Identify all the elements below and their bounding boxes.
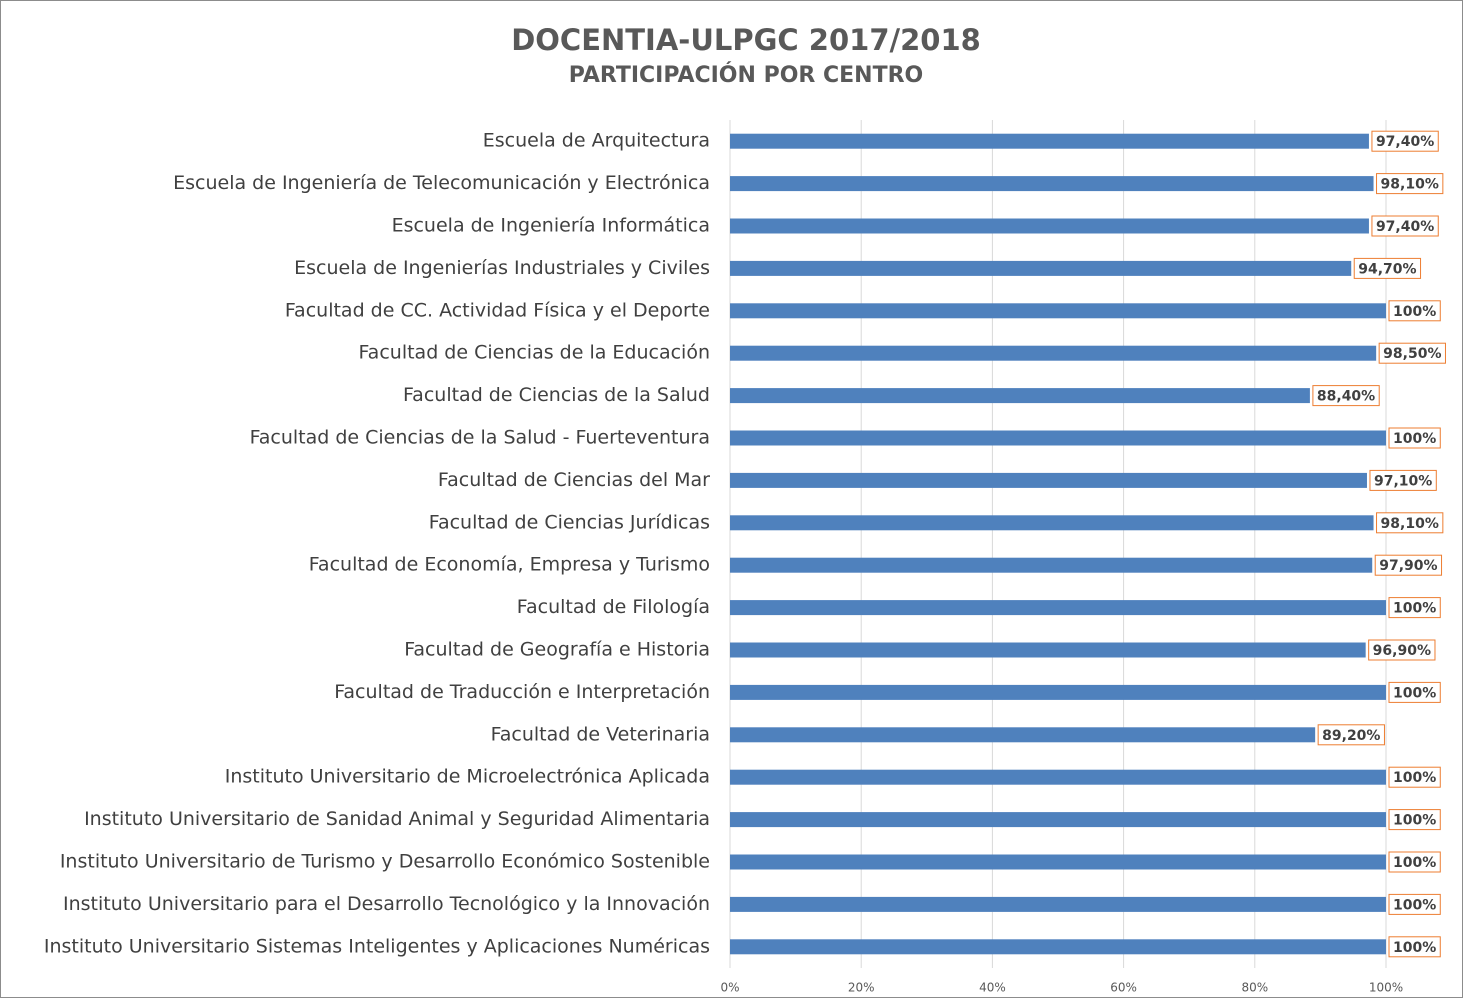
bar <box>730 176 1374 192</box>
data-label-box <box>1388 766 1441 788</box>
x-tick-label: 100% <box>1369 981 1403 995</box>
bar <box>730 939 1386 955</box>
bar <box>730 769 1386 785</box>
bar <box>730 472 1367 488</box>
y-tick-label: Facultad de Veterinaria <box>491 723 710 745</box>
data-label-box <box>1388 936 1441 958</box>
data-label: 100% <box>1393 685 1436 701</box>
bar <box>730 515 1374 531</box>
data-label-box <box>1388 851 1441 873</box>
bar <box>730 345 1377 361</box>
data-label: 98,50% <box>1383 346 1441 362</box>
data-label: 100% <box>1393 813 1436 829</box>
y-tick-label: Facultad de Ciencias Jurídicas <box>429 511 710 533</box>
data-label-box <box>1371 130 1439 152</box>
data-label-box <box>1388 597 1441 619</box>
bar <box>730 260 1352 276</box>
bar <box>730 303 1386 319</box>
data-label-box <box>1378 342 1446 364</box>
bar <box>730 896 1386 912</box>
bar <box>730 388 1310 404</box>
y-tick-label: Facultad de Traducción e Interpretación <box>334 681 710 703</box>
data-label: 100% <box>1393 770 1436 786</box>
data-label-box <box>1374 554 1443 576</box>
y-tick-label: Facultad de CC. Actividad Física y el De… <box>285 299 710 321</box>
data-label: 98,10% <box>1381 177 1439 193</box>
data-label: 97,10% <box>1374 473 1432 489</box>
y-tick-label: Escuela de Arquitectura <box>483 130 710 152</box>
x-tick-label: 60% <box>1110 981 1137 995</box>
x-tick-label: 40% <box>979 981 1006 995</box>
y-tick-label: Escuela de Ingeniería Informática <box>392 215 710 237</box>
y-tick-label: Instituto Universitario de Microelectrón… <box>225 766 710 788</box>
y-tick-label: Facultad de Filología <box>517 596 710 618</box>
data-label: 97,40% <box>1376 219 1434 235</box>
bar <box>730 854 1386 870</box>
data-label: 100% <box>1393 855 1436 871</box>
bar <box>730 642 1366 658</box>
y-tick-label: Instituto Universitario para el Desarrol… <box>63 893 710 915</box>
x-tick-label: 20% <box>848 981 875 995</box>
y-tick-label: Facultad de Ciencias de la Educación <box>359 342 711 364</box>
data-label-box <box>1371 215 1439 237</box>
data-label-box <box>1388 809 1441 831</box>
y-tick-label: Facultad de Ciencias de la Salud <box>403 384 710 406</box>
data-label: 88,40% <box>1317 389 1375 405</box>
data-label: 100% <box>1393 897 1436 913</box>
data-label: 97,40% <box>1376 134 1434 150</box>
x-tick-label: 0% <box>720 981 739 995</box>
bar <box>730 557 1373 573</box>
bar <box>730 684 1386 700</box>
y-tick-label: Facultad de Ciencias del Mar <box>438 469 710 491</box>
data-label: 100% <box>1393 940 1436 956</box>
bar <box>730 812 1386 828</box>
data-label: 97,90% <box>1379 558 1437 574</box>
chart-title: DOCENTIA-ULPGC 2017/2018 <box>511 23 981 57</box>
y-tick-label: Facultad de Geografía e Historia <box>404 639 710 661</box>
chart-subtitle: PARTICIPACIÓN POR CENTRO <box>569 62 924 88</box>
y-tick-label: Instituto Universitario Sistemas Intelig… <box>44 935 710 957</box>
data-label-box <box>1376 512 1444 534</box>
data-label-box <box>1369 469 1437 491</box>
y-tick-label: Instituto Universitario de Turismo y Des… <box>60 851 710 873</box>
data-label: 89,20% <box>1322 728 1380 744</box>
data-label-box <box>1317 724 1385 746</box>
data-label: 96,90% <box>1373 643 1431 659</box>
data-label: 100% <box>1393 304 1436 320</box>
bar <box>730 600 1386 616</box>
bar <box>730 218 1369 234</box>
data-label-box <box>1376 173 1444 195</box>
data-label: 94,70% <box>1358 261 1416 277</box>
x-tick-label: 80% <box>1241 981 1268 995</box>
bar <box>730 727 1316 743</box>
bar <box>730 430 1386 446</box>
data-label-box <box>1353 257 1422 279</box>
data-label: 98,10% <box>1381 516 1439 532</box>
data-label-box <box>1388 427 1441 449</box>
y-tick-label: Instituto Universitario de Sanidad Anima… <box>84 808 710 830</box>
data-label-box <box>1312 385 1380 407</box>
data-label-box <box>1388 300 1441 322</box>
data-label-box <box>1388 893 1441 915</box>
data-label-box <box>1368 639 1436 661</box>
y-tick-label: Escuela de Ingenierías Industriales y Ci… <box>294 257 710 279</box>
y-tick-label: Escuela de Ingeniería de Telecomunicació… <box>173 172 710 194</box>
y-tick-label: Facultad de Ciencias de la Salud - Fuert… <box>250 427 710 449</box>
data-label: 100% <box>1393 431 1436 447</box>
y-tick-label: Facultad de Economía, Empresa y Turismo <box>309 554 710 576</box>
data-label: 100% <box>1393 601 1436 617</box>
bar <box>730 133 1369 149</box>
data-label-box <box>1388 681 1441 703</box>
